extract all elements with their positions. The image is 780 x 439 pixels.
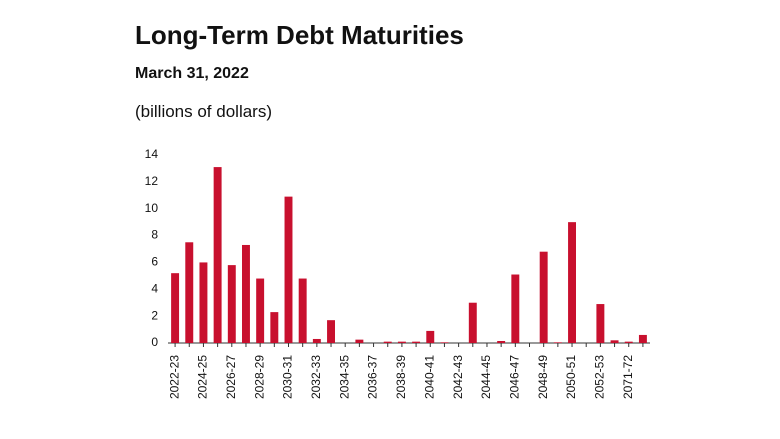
x-tick-label: 2032-33	[309, 355, 323, 399]
bar	[227, 265, 236, 343]
y-tick-label: 6	[151, 255, 158, 269]
bar	[624, 341, 633, 343]
x-tick-label: 2036-37	[366, 355, 380, 399]
bar	[355, 339, 364, 343]
x-tick-label: 2052-53	[593, 355, 607, 399]
bar	[511, 274, 520, 343]
bar	[468, 302, 477, 343]
x-tick-label: 2044-45	[479, 355, 493, 399]
bar	[171, 273, 180, 343]
bar	[638, 334, 647, 343]
y-tick-label: 4	[151, 281, 158, 295]
x-tick-label: 2071-72	[621, 355, 635, 399]
x-tick-label: 2042-43	[451, 355, 465, 399]
x-tick-label: 2050-51	[564, 355, 578, 399]
x-tick-label: 2024-25	[196, 355, 210, 399]
bar	[383, 341, 392, 343]
bar	[397, 341, 406, 343]
y-tick-label: 10	[145, 201, 159, 215]
x-tick-label: 2048-49	[536, 355, 550, 399]
x-tick-label: 2022-23	[167, 355, 181, 399]
chart-subtitle: March 31, 2022	[135, 65, 249, 82]
bar	[327, 320, 335, 343]
bar	[256, 278, 265, 343]
bar	[185, 242, 194, 343]
bar	[610, 340, 619, 343]
bar	[553, 342, 562, 343]
bar	[426, 330, 435, 343]
bar	[298, 278, 307, 343]
bar	[539, 251, 548, 343]
bar	[199, 262, 208, 343]
bar	[596, 304, 605, 343]
bar	[270, 312, 279, 343]
chart-title: Long-Term Debt Maturities	[135, 20, 464, 50]
y-tick-label: 12	[145, 174, 159, 188]
bar	[568, 222, 576, 343]
x-tick-label: 2046-47	[507, 355, 521, 399]
bar	[312, 338, 321, 343]
bar	[412, 341, 421, 343]
y-tick-label: 2	[151, 308, 158, 322]
bar	[497, 340, 506, 343]
bar	[242, 244, 250, 343]
x-tick-label: 2034-35	[337, 355, 351, 399]
x-tick-label: 2040-41	[422, 355, 436, 399]
x-tick-label: 2026-27	[224, 355, 238, 399]
bar	[213, 167, 222, 343]
x-tick-label: 2028-29	[252, 355, 266, 399]
bar	[440, 342, 449, 343]
y-tick-label: 0	[151, 335, 158, 349]
x-tick-label: 2038-39	[394, 355, 408, 399]
y-tick-label: 14	[145, 147, 159, 161]
x-tick-label: 2030-31	[281, 355, 295, 399]
bar	[284, 196, 293, 343]
y-tick-label: 8	[151, 228, 158, 242]
y-axis-label: (billions of dollars)	[135, 102, 272, 121]
